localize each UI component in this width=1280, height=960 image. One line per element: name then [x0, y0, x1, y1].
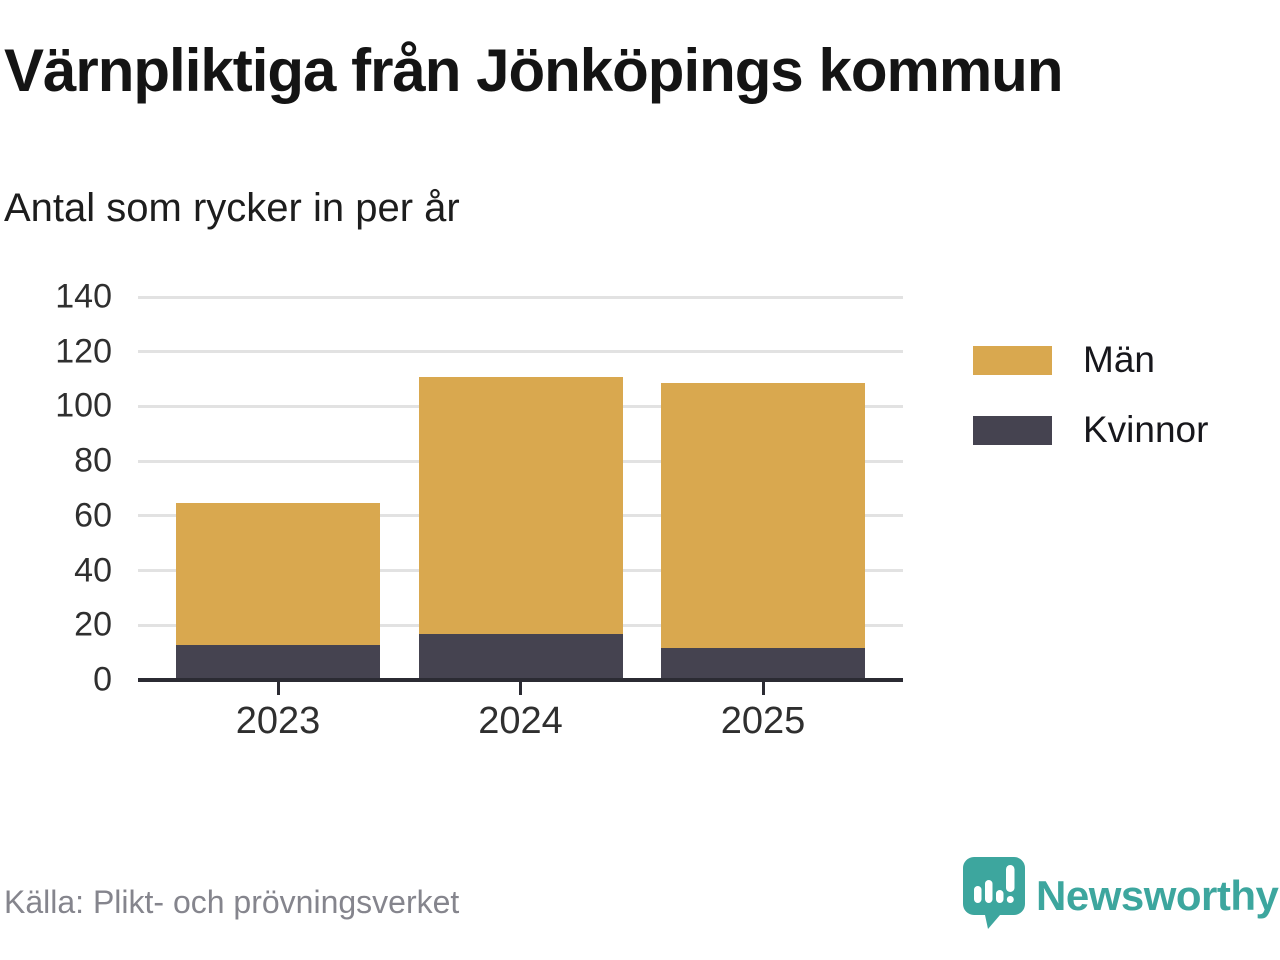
- x-axis-tick: [276, 682, 280, 695]
- chart-legend: Män Kvinnor: [973, 339, 1208, 479]
- legend-label: Män: [1083, 339, 1155, 380]
- chart-title: Värnpliktiga från Jönköpings kommun: [4, 37, 1063, 104]
- bar-chart-speech-bubble-icon: [962, 856, 1026, 935]
- x-axis-tick: [519, 682, 522, 695]
- y-axis-tick-label: 80: [74, 441, 112, 480]
- gridline: [138, 350, 903, 354]
- x-axis-label-2024: 2024: [478, 700, 563, 742]
- legend-swatch: [973, 345, 1052, 375]
- bar-segment-män-2025: [661, 382, 865, 648]
- x-axis-label-2023: 2023: [235, 700, 321, 742]
- legend-swatch: [973, 415, 1052, 445]
- bar-segment-män-2023: [176, 502, 380, 646]
- gridline: [138, 295, 903, 299]
- x-axis-line: [138, 678, 903, 682]
- brand-name: Newsworthy: [1036, 871, 1279, 919]
- chart-subtitle: Antal som rycker in per år: [4, 186, 460, 230]
- y-axis-tick-label: 60: [74, 496, 112, 535]
- bar-segment-kvinnor-2025: [661, 647, 865, 678]
- brand-logo: Newsworthy: [962, 856, 1279, 935]
- y-axis-tick-label: 20: [74, 605, 112, 644]
- x-axis-label-2025: 2025: [720, 700, 806, 742]
- y-axis-tick-label: 120: [55, 332, 112, 371]
- legend-item-män: Män: [973, 339, 1208, 381]
- x-axis-tick: [761, 682, 765, 695]
- bar-segment-män-2024: [418, 377, 623, 635]
- y-axis-tick-label: 140: [55, 277, 112, 316]
- bar-segment-kvinnor-2024: [418, 634, 623, 678]
- source-note: Källa: Plikt- och prövningsverket: [4, 884, 460, 920]
- y-axis-tick-label: 100: [55, 386, 112, 425]
- legend-item-kvinnor: Kvinnor: [973, 409, 1208, 451]
- y-axis-tick-label: 0: [93, 660, 112, 699]
- bar-segment-kvinnor-2023: [176, 645, 380, 678]
- y-axis-tick-label: 40: [74, 551, 112, 590]
- legend-label: Kvinnor: [1083, 409, 1209, 450]
